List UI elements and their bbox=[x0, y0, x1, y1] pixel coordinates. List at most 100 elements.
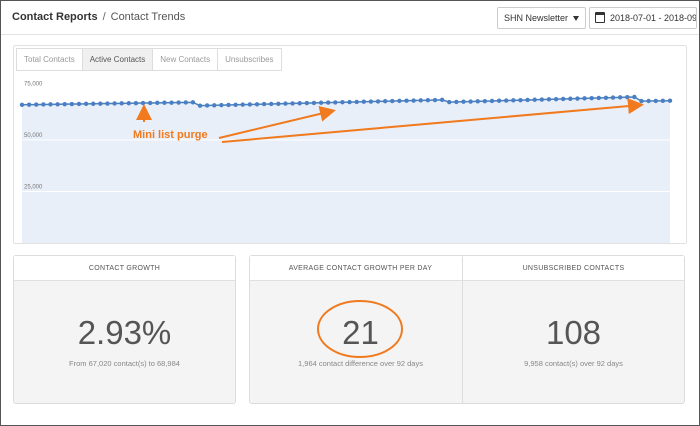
data-point bbox=[496, 98, 502, 103]
data-point bbox=[375, 99, 381, 104]
y-tick-label: 50,000 bbox=[24, 133, 43, 139]
data-point bbox=[69, 101, 75, 107]
data-point bbox=[646, 98, 651, 104]
tab-total-contacts[interactable]: Total Contacts bbox=[16, 48, 83, 71]
data-point bbox=[596, 95, 601, 101]
contact-growth-card: CONTACT GROWTH 2.93% From 67,020 contact… bbox=[13, 255, 236, 404]
unsubscribed-contacts-title: UNSUBSCRIBED CONTACTS bbox=[463, 256, 684, 281]
data-point bbox=[504, 98, 509, 103]
annotation-arrow bbox=[218, 106, 336, 139]
contact-growth-title: CONTACT GROWTH bbox=[14, 256, 235, 281]
data-point bbox=[603, 95, 609, 100]
data-point bbox=[55, 102, 60, 107]
data-point bbox=[447, 99, 452, 105]
breadcrumb: Contact Reports / Contact Trends bbox=[12, 11, 185, 23]
data-point bbox=[468, 99, 473, 104]
data-point bbox=[269, 101, 274, 107]
data-point bbox=[112, 101, 117, 106]
data-point bbox=[461, 99, 466, 104]
data-point bbox=[76, 101, 82, 107]
contact-trends-chart: 75,000 50,000 25,000 Mini list purge bbox=[19, 81, 673, 243]
data-point bbox=[311, 100, 317, 106]
data-point bbox=[318, 100, 324, 105]
header-bar: Contact Reports / Contact Trends SHN Newsl… bbox=[1, 1, 699, 35]
data-point bbox=[48, 102, 53, 107]
data-point bbox=[667, 98, 673, 103]
date-range-value: 2018-07-01 - 2018-09-30 bbox=[610, 13, 697, 23]
annotation-label: Mini list purge bbox=[133, 129, 208, 141]
average-growth-value: 21 bbox=[342, 314, 379, 351]
data-point bbox=[610, 95, 616, 100]
contact-growth-value: 2.93% bbox=[77, 314, 172, 351]
calendar-icon bbox=[595, 12, 605, 23]
data-point bbox=[582, 96, 587, 101]
breadcrumb-contact-trends: Contact Trends bbox=[110, 11, 186, 23]
data-point bbox=[183, 100, 188, 105]
data-point bbox=[525, 97, 530, 103]
data-point bbox=[439, 97, 445, 103]
data-point bbox=[347, 99, 352, 105]
data-point bbox=[119, 101, 124, 106]
data-point bbox=[83, 101, 89, 107]
data-point bbox=[297, 101, 302, 106]
data-point bbox=[155, 100, 160, 106]
chevron-down-icon bbox=[573, 16, 579, 21]
data-point bbox=[361, 99, 367, 104]
data-point bbox=[325, 100, 331, 105]
chart-area-fill bbox=[22, 96, 670, 243]
data-point bbox=[126, 101, 132, 106]
data-point bbox=[553, 96, 559, 102]
data-point bbox=[411, 98, 416, 103]
data-point bbox=[34, 102, 39, 107]
data-point bbox=[425, 98, 431, 103]
data-point bbox=[226, 102, 231, 108]
data-point bbox=[105, 101, 110, 106]
data-point bbox=[133, 100, 139, 106]
unsubscribed-contacts-card: UNSUBSCRIBED CONTACTS 108 9,958 contact(… bbox=[462, 255, 685, 404]
data-point bbox=[283, 101, 288, 106]
data-point bbox=[475, 99, 480, 104]
data-point bbox=[219, 102, 224, 108]
data-point bbox=[26, 102, 32, 107]
data-point bbox=[418, 98, 423, 103]
data-point bbox=[632, 94, 637, 100]
annotation-arrow bbox=[221, 98, 644, 143]
breadcrumb-contact-reports[interactable]: Contact Reports bbox=[12, 11, 98, 23]
newsletter-select-value: SHN Newsletter bbox=[504, 13, 569, 23]
data-point bbox=[98, 101, 103, 106]
tab-new-contacts[interactable]: New Contacts bbox=[153, 48, 219, 71]
y-tick-label: 75,000 bbox=[24, 81, 43, 87]
data-point bbox=[290, 101, 295, 106]
tab-unsubscribes[interactable]: Unsubscribes bbox=[218, 48, 282, 71]
data-point bbox=[212, 103, 217, 108]
data-point bbox=[176, 100, 181, 105]
tab-active-contacts[interactable]: Active Contacts bbox=[82, 48, 154, 71]
data-point bbox=[91, 101, 96, 106]
chart-panel: 75,000 50,000 25,000 Mini list purge Total … bbox=[13, 45, 687, 244]
data-point bbox=[382, 99, 388, 104]
data-point bbox=[304, 100, 310, 106]
date-range-picker[interactable]: 2018-07-01 - 2018-09-30 bbox=[589, 7, 697, 29]
data-point bbox=[197, 103, 203, 108]
contact-growth-subtitle: From 67,020 contact(s) to 68,984 bbox=[69, 359, 180, 368]
breadcrumb-separator: / bbox=[102, 11, 106, 23]
data-point bbox=[19, 102, 25, 107]
data-point bbox=[62, 101, 67, 107]
data-point bbox=[560, 96, 566, 102]
data-point bbox=[390, 98, 395, 104]
data-point bbox=[518, 97, 523, 103]
unsubscribed-contacts-value: 108 bbox=[545, 314, 602, 351]
average-growth-subtitle: 1,964 contact difference over 92 days bbox=[298, 359, 423, 368]
data-point bbox=[240, 102, 245, 107]
newsletter-select[interactable]: SHN Newsletter bbox=[497, 7, 586, 29]
data-point bbox=[169, 100, 174, 105]
data-point bbox=[354, 99, 359, 105]
data-point bbox=[340, 100, 345, 105]
data-point bbox=[589, 95, 594, 101]
average-growth-card: AVERAGE CONTACT GROWTH PER DAY 21 1,964 … bbox=[249, 255, 472, 404]
data-point bbox=[190, 100, 196, 105]
data-point bbox=[333, 100, 338, 105]
data-point bbox=[162, 100, 167, 105]
data-point bbox=[204, 103, 210, 108]
